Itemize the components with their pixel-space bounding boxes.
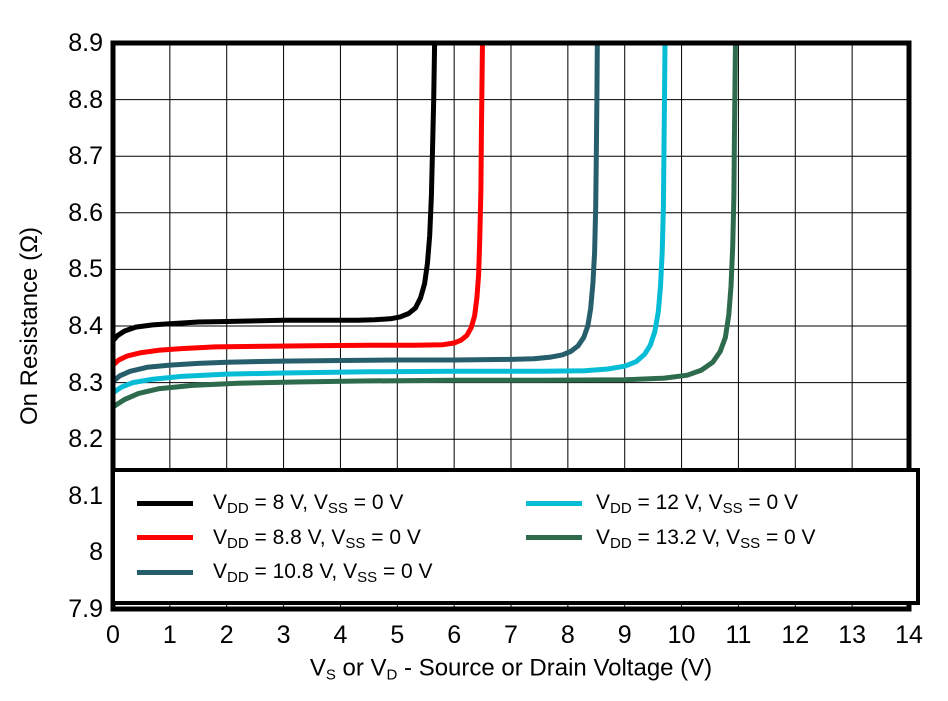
legend-item-label: VDD = 10.8 V, VSS = 0 V xyxy=(213,560,433,586)
x-tick-label: 3 xyxy=(276,621,291,649)
x-tick-label: 14 xyxy=(895,621,923,649)
y-tick-label: 8.5 xyxy=(68,255,103,284)
y-tick-label: 8.4 xyxy=(68,312,103,340)
plot-border xyxy=(110,40,912,612)
subscript: SS xyxy=(357,569,378,586)
x-tick-label: 5 xyxy=(390,621,405,649)
x-tick-label: 13 xyxy=(838,621,867,649)
legend-swatch-4 xyxy=(526,535,582,540)
x-tick-label: 1 xyxy=(162,621,177,649)
y-tick-label: 8.6 xyxy=(68,198,103,227)
series-line-2 xyxy=(113,43,600,384)
legend-item-label: VDD = 8 V, VSS = 0 V xyxy=(213,491,404,517)
subscript: DD xyxy=(610,500,632,517)
legend-swatch-0 xyxy=(137,500,193,506)
series-line-3 xyxy=(113,43,668,395)
subscript: SS xyxy=(722,500,743,517)
subscript: DD xyxy=(227,534,249,552)
legend-item-label: VDD = 12 V, VSS = 0 V xyxy=(596,491,799,517)
legend-item-label: VDD = 8.8 V, VSS = 0 V xyxy=(213,525,421,552)
subscript: S xyxy=(325,666,336,684)
x-tick-label: 0 xyxy=(106,621,120,649)
y-tick-label: 8.1 xyxy=(68,481,103,510)
subscript: SS xyxy=(327,500,348,517)
subscript: DD xyxy=(227,569,249,586)
x-tick-label: 4 xyxy=(333,621,348,649)
x-tick-label: 8 xyxy=(560,621,575,649)
subscript: D xyxy=(386,666,398,684)
x-tick-label: 11 xyxy=(725,621,752,649)
subscript: SS xyxy=(345,534,366,552)
x-tick-label: 7 xyxy=(504,621,518,649)
legend-swatch-3 xyxy=(526,500,582,506)
subscript: SS xyxy=(740,534,761,552)
x-tick-label: 10 xyxy=(667,621,696,649)
series-line-1 xyxy=(113,43,485,367)
y-tick-label: 8.9 xyxy=(68,29,103,57)
subscript: DD xyxy=(227,500,249,517)
x-tick-label: 2 xyxy=(219,621,234,649)
x-axis-title: VS or VD - Source or Drain Voltage (V) xyxy=(309,654,713,684)
subscript: DD xyxy=(610,534,632,552)
series-line-0 xyxy=(113,43,438,343)
series-line-4 xyxy=(113,43,738,410)
y-tick-label: 8 xyxy=(89,538,103,567)
x-tick-label: 9 xyxy=(617,621,632,649)
y-tick-label: 8.2 xyxy=(68,425,103,454)
x-tick-label: 6 xyxy=(447,621,462,649)
legend-item-label: VDD = 13.2 V, VSS = 0 V xyxy=(596,525,816,552)
y-tick-label: 8.8 xyxy=(68,85,103,114)
legend-swatch-1 xyxy=(137,535,193,540)
y-tick-label: 8.7 xyxy=(68,142,103,171)
y-tick-label: 8.3 xyxy=(68,368,103,397)
legend-swatch-2 xyxy=(137,569,193,575)
legend: VDD = 8 V, VSS = 0 V VDD = 8.8 V, VSS = 0… xyxy=(111,468,920,605)
y-tick-label: 7.9 xyxy=(68,595,103,623)
x-tick-label: 12 xyxy=(781,621,810,649)
